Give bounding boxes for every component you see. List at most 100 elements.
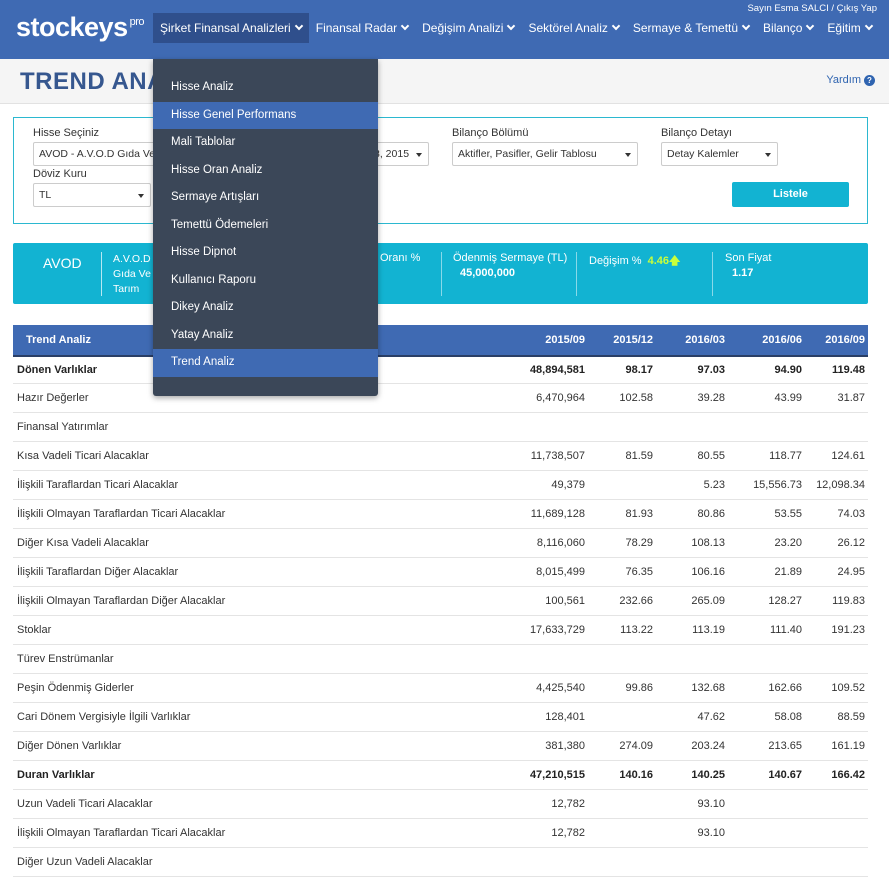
menu-item-mali-tablolar[interactable]: Mali Tablolar bbox=[171, 136, 236, 148]
row-label: İlişkili Taraflardan Ticari Alacaklar bbox=[17, 479, 179, 491]
row-value: 93.10 bbox=[697, 798, 725, 810]
row-value: 128.27 bbox=[768, 595, 802, 607]
period-select[interactable]: 3, 2015 bbox=[369, 142, 429, 166]
row-value: 48,894,581 bbox=[529, 364, 585, 376]
nav-finansal-radar[interactable]: Finansal Radar bbox=[309, 13, 415, 43]
menu-item-kullanici-raporu[interactable]: Kullanıcı Raporu bbox=[171, 273, 257, 286]
row-value: 4,425,540 bbox=[536, 682, 585, 694]
row-value: 15,556.73 bbox=[753, 479, 802, 491]
row-value: 113.22 bbox=[620, 624, 653, 636]
row-value: 99.86 bbox=[625, 682, 653, 694]
nav-degisim-analizi[interactable]: Değişim Analizi bbox=[415, 13, 521, 43]
row-value: 109.52 bbox=[831, 682, 865, 694]
row-value: 102.58 bbox=[619, 392, 653, 404]
nav-egitim[interactable]: Eğitim bbox=[820, 13, 878, 43]
divider bbox=[712, 252, 713, 296]
table-row: Diğer Kısa Vadeli Alacaklar 8,116,060 78.2… bbox=[13, 529, 868, 558]
sermaye-block: Ödenmiş Sermaye (TL) 45,000,000 bbox=[453, 252, 567, 279]
row-value: 80.86 bbox=[697, 508, 725, 520]
row-value: 203.24 bbox=[691, 740, 725, 752]
menu-item-yatay-analiz[interactable]: Yatay Analiz bbox=[171, 328, 234, 341]
sirket-analiz-dropdown: Hisse Analiz Hisse Genel Performans Mali… bbox=[153, 59, 378, 396]
row-value: 26.12 bbox=[837, 537, 865, 549]
row-value: 12,782 bbox=[551, 827, 585, 839]
menu-item-hisse-genel-performans[interactable]: Hisse Genel Performans bbox=[153, 101, 378, 129]
menu-item-hisse-analiz[interactable]: Hisse Analiz bbox=[171, 81, 234, 93]
doviz-select[interactable]: TL bbox=[33, 183, 151, 207]
nav-bilanco[interactable]: Bilanço bbox=[756, 13, 820, 43]
table-row: Peşin Ödenmiş Giderler 4,425,540 99.86 132.… bbox=[13, 674, 868, 703]
table-row: İlişkili Taraflardan Ticari Alacaklar 49,… bbox=[13, 471, 868, 500]
table-row: İlişkili Olmayan Taraflardan Ticari Alac… bbox=[13, 819, 868, 848]
row-value: 5.23 bbox=[703, 479, 725, 491]
menu-item-hisse-dipnot[interactable]: Hisse Dipnot bbox=[171, 246, 237, 258]
row-label: Diğer Uzun Vadeli Alacaklar bbox=[17, 856, 153, 868]
caret-down-icon bbox=[138, 194, 144, 198]
table-row: Dönen Varlıklar 48,894,581 98.17 97.03 94.90… bbox=[13, 355, 868, 384]
row-value: 98.17 bbox=[625, 364, 653, 376]
row-value: 49,379 bbox=[551, 479, 585, 491]
filter-panel: Hisse Seçiniz AVOD - A.V.O.D Gıda Ve 3, … bbox=[13, 117, 868, 224]
chevron-down-icon bbox=[611, 21, 621, 31]
col-header[interactable]: 2016/09 bbox=[825, 334, 865, 346]
chevron-down-icon bbox=[741, 21, 751, 31]
row-value: 47,210,515 bbox=[529, 769, 585, 781]
fiyat-block: Son Fiyat 1.17 bbox=[725, 252, 771, 279]
row-label: Cari Dönem Vergisiyle İlgili Varlıklar bbox=[17, 711, 191, 723]
detay-select[interactable]: Detay Kalemler bbox=[661, 142, 778, 166]
row-value: 162.66 bbox=[768, 682, 802, 694]
divider bbox=[441, 252, 442, 296]
row-value: 88.59 bbox=[837, 711, 865, 723]
row-value: 100,561 bbox=[545, 595, 585, 607]
row-value: 265.09 bbox=[691, 595, 725, 607]
logo[interactable]: stockeys pro bbox=[16, 12, 145, 42]
menu-item-temettu-odemeleri[interactable]: Temettü Ödemeleri bbox=[171, 218, 269, 231]
table-row: Kısa Vadeli Ticari Alacaklar 11,738,507 81… bbox=[13, 442, 868, 471]
row-value: 93.10 bbox=[697, 827, 725, 839]
menu-item-sermaye-artislari[interactable]: Sermaye Artışları bbox=[171, 191, 260, 203]
nav-sektorel-analiz[interactable]: Sektörel Analiz bbox=[521, 13, 625, 43]
row-label: Uzun Vadeli Ticari Alacaklar bbox=[17, 798, 153, 810]
doviz-label: Döviz Kuru bbox=[33, 168, 87, 180]
chevron-down-icon bbox=[806, 21, 815, 31]
col-header[interactable]: 2016/03 bbox=[685, 334, 725, 346]
col-header[interactable]: 2016/06 bbox=[762, 334, 802, 346]
row-value: 81.93 bbox=[625, 508, 653, 520]
row-value: 47.62 bbox=[697, 711, 725, 723]
title-row: TREND ANA Yardım? bbox=[0, 59, 889, 104]
row-value: 191.23 bbox=[831, 624, 865, 636]
table-header: Trend Analiz 2015/09 2015/12 2016/03 201… bbox=[13, 325, 868, 355]
row-value: 12,098.34 bbox=[816, 479, 865, 491]
nav-sirket-finansal-analizleri[interactable]: Şirket Finansal Analizleri bbox=[153, 13, 309, 43]
row-value: 118.77 bbox=[769, 450, 802, 462]
user-logout-link[interactable]: Sayın Esma SALCI / Çıkış Yap bbox=[747, 3, 877, 14]
help-link[interactable]: Yardım? bbox=[826, 74, 875, 86]
row-value: 113.19 bbox=[692, 624, 725, 636]
row-value: 161.19 bbox=[831, 740, 865, 752]
caret-down-icon bbox=[765, 153, 771, 157]
menu-item-hisse-oran-analiz[interactable]: Hisse Oran Analiz bbox=[171, 163, 263, 176]
menu-item-trend-analiz[interactable]: Trend Analiz bbox=[153, 349, 378, 377]
row-value: 43.99 bbox=[774, 392, 802, 404]
chevron-down-icon bbox=[294, 21, 303, 31]
trend-table: Trend Analiz 2015/09 2015/12 2016/03 201… bbox=[13, 325, 868, 877]
menu-item-dikey-analiz[interactable]: Dikey Analiz bbox=[171, 301, 234, 313]
row-value: 78.29 bbox=[625, 537, 653, 549]
row-value: 53.55 bbox=[774, 508, 802, 520]
row-label: Diğer Dönen Varlıklar bbox=[17, 740, 122, 752]
table-row: İlişkili Taraflardan Diğer Alacaklar 8,01… bbox=[13, 558, 868, 587]
row-label: Diğer Kısa Vadeli Alacaklar bbox=[17, 537, 149, 549]
row-value: 381,380 bbox=[545, 740, 585, 752]
divider bbox=[101, 252, 102, 296]
bolum-select[interactable]: Aktifler, Pasifler, Gelir Tablosu bbox=[452, 142, 638, 166]
top-navbar: stockeys pro Sayın Esma SALCI / Çıkış Yap… bbox=[0, 0, 889, 59]
listele-button[interactable]: Listele bbox=[732, 182, 849, 207]
row-value: 80.55 bbox=[697, 450, 725, 462]
row-value: 106.16 bbox=[691, 566, 725, 578]
row-value: 128,401 bbox=[545, 711, 585, 723]
col-header[interactable]: 2015/12 bbox=[613, 334, 653, 346]
table-row: Stoklar 17,633,729 113.22 113.19 111.40 191.2… bbox=[13, 616, 868, 645]
row-value: 274.09 bbox=[619, 740, 653, 752]
col-header[interactable]: 2015/09 bbox=[545, 334, 585, 346]
nav-sermaye-temettu[interactable]: Sermaye & Temettü bbox=[626, 13, 756, 43]
